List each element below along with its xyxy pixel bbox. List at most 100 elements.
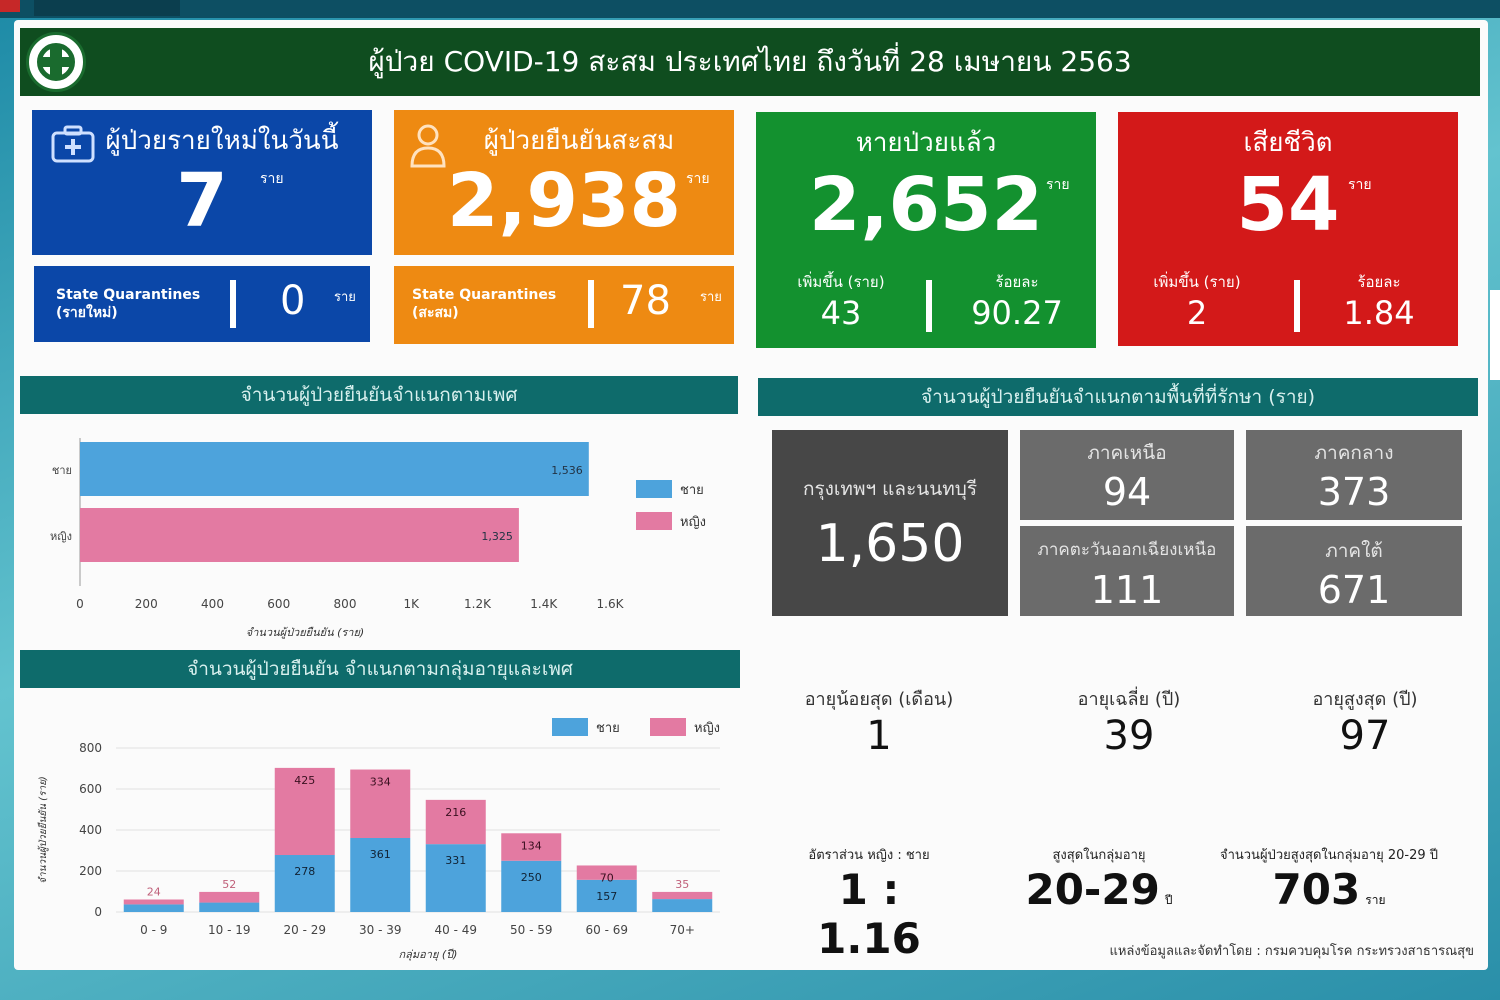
bar-0 (80, 442, 589, 496)
section-header-age: จำนวนผู้ป่วยยืนยัน จำแนกตามกลุ่มอายุและเ… (20, 650, 740, 688)
legend-label: หญิง (680, 515, 706, 530)
stat-label: ร้อยละ (995, 273, 1039, 291)
sub-label: (รายใหม่) (56, 305, 118, 321)
category-label: 10 - 19 (208, 923, 251, 937)
category-label: ชาย (52, 464, 72, 477)
card-label: เสียชีวิต (1243, 128, 1333, 158)
bstat-unit: ราย (1365, 893, 1386, 907)
data-label: 425 (294, 774, 315, 787)
legend-swatch (552, 718, 588, 736)
top-dark-tab (34, 0, 180, 16)
tick-label: 0 (76, 597, 84, 611)
tick-label: 1.6K (597, 597, 625, 611)
tick-label: 400 (79, 823, 102, 837)
card-unit: ราย (686, 171, 710, 187)
bar-male (425, 844, 486, 912)
gender-ratio: อัตราส่วน หญิง : ชาย 1 : 1.16 (784, 844, 954, 963)
data-label: 52 (222, 878, 236, 891)
tick-label: 600 (267, 597, 290, 611)
bar-male (652, 899, 713, 912)
card-unit: ราย (1046, 177, 1070, 193)
card-value: 7 (176, 158, 228, 244)
death-percent: ร้อยละ 1.84 (1314, 270, 1444, 332)
region-northeast: ภาคตะวันออกเฉียงเหนือ 111 (1020, 526, 1234, 616)
region-bangkok: กรุงเทพฯ และนนทบุรี 1,650 (772, 430, 1008, 616)
bar-female (501, 833, 562, 861)
data-label: 1,536 (551, 464, 583, 477)
bar-female (425, 799, 486, 845)
data-label: 250 (521, 871, 542, 884)
data-label: 157 (596, 890, 617, 903)
bar-male (123, 904, 184, 912)
bar-female (350, 769, 411, 838)
tick-label: 400 (201, 597, 224, 611)
page-title: ผู้ป่วย COVID-19 สะสม ประเทศไทย ถึงวันที… (368, 45, 1132, 78)
stat-value: 90.27 (971, 294, 1063, 332)
bstat-value: 20-29 (1025, 865, 1160, 914)
title-bar: ผู้ป่วย COVID-19 สะสม ประเทศไทย ถึงวันที… (20, 28, 1480, 96)
bar-female (199, 891, 260, 903)
section-header-gender: จำนวนผู้ป่วยยืนยันจำแนกตามเพศ (20, 376, 738, 414)
data-label: 278 (294, 865, 315, 878)
region-value: 1,650 (815, 514, 965, 574)
region-value: 671 (1317, 568, 1391, 612)
right-edge (1490, 290, 1500, 380)
tick-label: 0 (94, 905, 102, 919)
stat-label: เพิ่มขึ้น (ราย) (1153, 273, 1241, 291)
data-label: 216 (445, 806, 466, 819)
stat-label: เพิ่มขึ้น (ราย) (797, 273, 885, 291)
stat-value: 2 (1186, 294, 1208, 332)
region-label: ภาคตะวันออกเฉียงเหนือ (1037, 540, 1217, 560)
region-central: ภาคกลาง 373 (1246, 430, 1462, 520)
legend-swatch (636, 512, 672, 530)
tick-label: 600 (79, 782, 102, 796)
card-recovered: หายป่วยแล้ว 2,652 ราย เพิ่มขึ้น (ราย) 43… (756, 112, 1096, 348)
bar-male (350, 837, 411, 912)
category-label: 50 - 59 (510, 923, 553, 937)
y-axis-label: จำนวนผู้ป่วยยืนยัน (ราย) (37, 776, 49, 884)
tick-label: 200 (135, 597, 158, 611)
person-icon (410, 124, 446, 168)
bar-male (501, 860, 562, 912)
legend-swatch (636, 480, 672, 498)
card-value: 2,652 (808, 162, 1044, 248)
info-label: อายุน้อยสุด (เดือน) (804, 689, 954, 710)
region-value: 373 (1317, 470, 1391, 514)
info-label: อายุเฉลี่ย (ปี) (1077, 689, 1181, 710)
stat-value: 1.84 (1343, 294, 1415, 332)
tick-label: 200 (79, 864, 102, 878)
data-label: 35 (675, 878, 689, 891)
card-unit: ราย (1348, 177, 1372, 193)
sub-label: State Quarantines (56, 287, 201, 303)
card-label: ผู้ป่วยยืนยันสะสม (483, 126, 675, 156)
sub-unit: ราย (700, 290, 722, 305)
age-mean: อายุเฉลี่ย (ปี) 39 (1034, 684, 1224, 759)
tick-label: 1.2K (464, 597, 492, 611)
stat-label: ร้อยละ (1357, 273, 1401, 291)
sub-unit: ราย (334, 290, 356, 305)
bstat-value: 1 : 1.16 (817, 865, 921, 963)
data-label: 331 (445, 854, 466, 867)
data-label: 134 (521, 839, 542, 852)
card-label: หายป่วยแล้ว (855, 128, 997, 158)
top-red-marker (0, 0, 20, 12)
bstat-label: สูงสุดในกลุ่มอายุ (1052, 848, 1146, 863)
bar-female (576, 865, 637, 880)
region-value: 94 (1102, 470, 1152, 514)
card-label: ผู้ป่วยรายใหม่ในวันนี้ (105, 126, 339, 156)
data-label: 24 (147, 885, 161, 898)
card-value: 54 (1236, 162, 1340, 248)
card-deaths: เสียชีวิต 54 ราย เพิ่มขึ้น (ราย) 2 ร้อยล… (1118, 112, 1458, 346)
region-label: ภาคใต้ (1325, 540, 1383, 562)
legend-label: ชาย (596, 721, 620, 736)
ministry-logo-icon (26, 32, 86, 92)
stat-value: 43 (820, 294, 862, 332)
tick-label: 1K (403, 597, 420, 611)
tick-label: 1.4K (530, 597, 558, 611)
card-unit: ราย (260, 171, 284, 187)
info-value: 1 (866, 713, 892, 759)
category-label: 60 - 69 (586, 923, 629, 937)
death-increase: เพิ่มขึ้น (ราย) 2 (1132, 270, 1262, 332)
divider (926, 280, 932, 332)
tick-label: 800 (79, 741, 102, 755)
